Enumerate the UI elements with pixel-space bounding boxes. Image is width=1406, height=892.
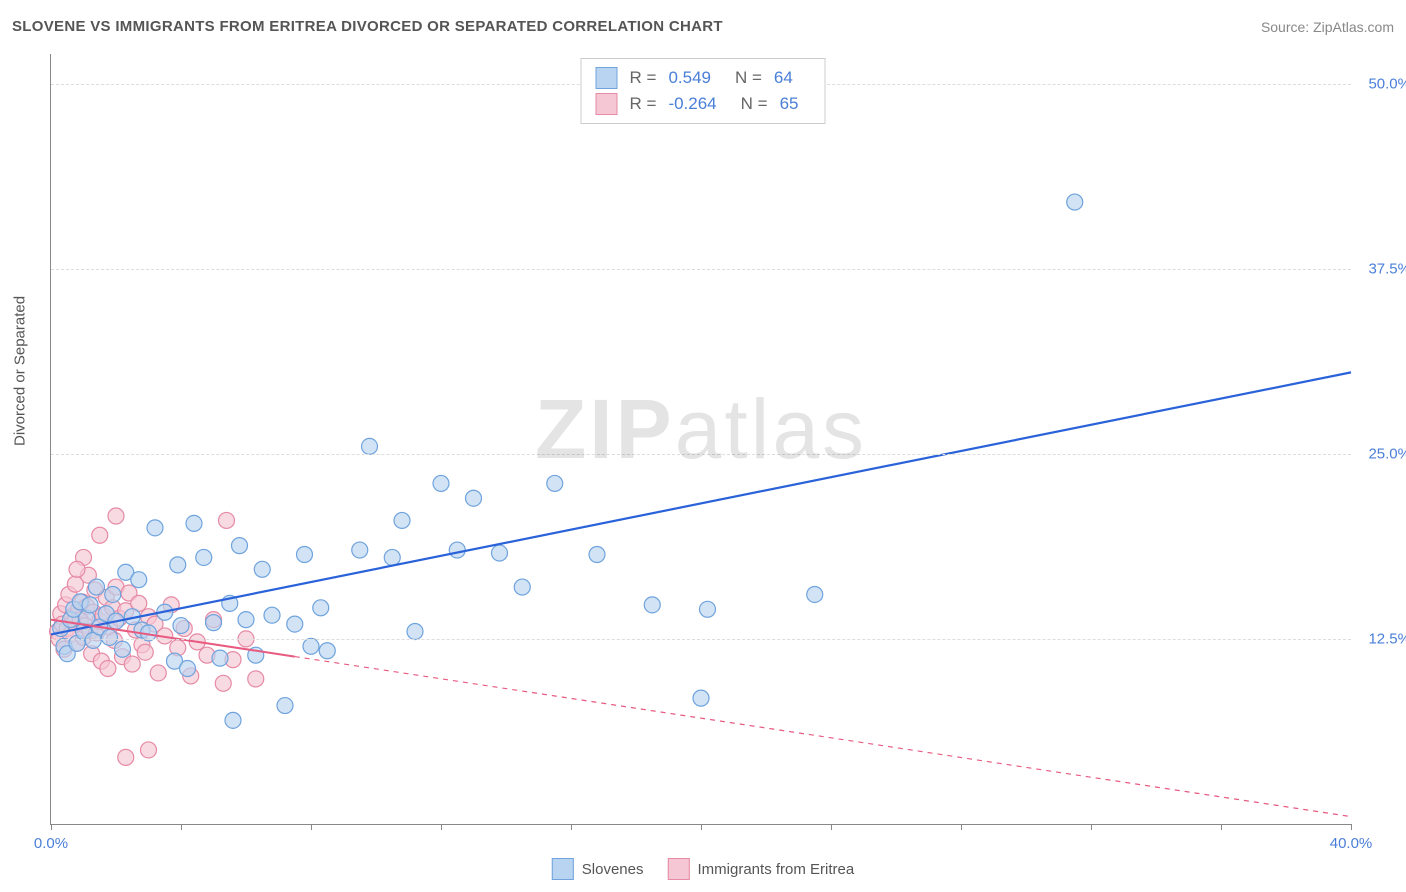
x-tick-label: 40.0% — [1330, 835, 1373, 852]
x-tick — [311, 824, 312, 830]
gridline — [51, 639, 1351, 640]
x-tick — [1091, 824, 1092, 830]
n-value-eritrea: 65 — [780, 94, 799, 114]
gridline — [51, 269, 1351, 270]
x-tick — [961, 824, 962, 830]
r-label: R = — [630, 68, 657, 88]
chart-header: SLOVENE VS IMMIGRANTS FROM ERITREA DIVOR… — [12, 18, 1394, 35]
source-attribution: Source: ZipAtlas.com — [1261, 19, 1394, 35]
n-value-slovenes: 64 — [774, 68, 793, 88]
r-label: R = — [630, 94, 657, 114]
y-tick-label: 25.0% — [1368, 445, 1406, 462]
swatch-eritrea-icon — [668, 858, 690, 880]
swatch-eritrea — [596, 93, 618, 115]
r-value-eritrea: -0.264 — [668, 94, 716, 114]
chart-svg — [51, 54, 1351, 824]
legend-label-slovenes: Slovenes — [582, 861, 644, 878]
series-legend: Slovenes Immigrants from Eritrea — [552, 858, 854, 880]
legend-item-slovenes: Slovenes — [552, 858, 644, 880]
stats-legend: R = 0.549 N = 64 R = -0.264 N = 65 — [581, 58, 826, 124]
x-tick-label: 0.0% — [34, 835, 68, 852]
n-label: N = — [741, 94, 768, 114]
legend-label-eritrea: Immigrants from Eritrea — [698, 861, 855, 878]
y-tick-label: 37.5% — [1368, 260, 1406, 277]
gridline — [51, 454, 1351, 455]
legend-item-eritrea: Immigrants from Eritrea — [668, 858, 855, 880]
chart-title: SLOVENE VS IMMIGRANTS FROM ERITREA DIVOR… — [12, 18, 723, 35]
y-tick-label: 50.0% — [1368, 75, 1406, 92]
x-tick — [51, 824, 52, 830]
x-tick — [441, 824, 442, 830]
x-tick — [181, 824, 182, 830]
y-axis-label: Divorced or Separated — [12, 296, 29, 446]
n-label: N = — [735, 68, 762, 88]
x-tick — [831, 824, 832, 830]
swatch-slovenes-icon — [552, 858, 574, 880]
stats-row-slovenes: R = 0.549 N = 64 — [596, 65, 811, 91]
x-tick — [701, 824, 702, 830]
scatter-plot-area: ZIPatlas 12.5%25.0%37.5%50.0%0.0%40.0% — [50, 54, 1351, 825]
x-tick — [1221, 824, 1222, 830]
swatch-slovenes — [596, 67, 618, 89]
y-tick-label: 12.5% — [1368, 630, 1406, 647]
x-tick — [1351, 824, 1352, 830]
r-value-slovenes: 0.549 — [668, 68, 711, 88]
x-tick — [571, 824, 572, 830]
stats-row-eritrea: R = -0.264 N = 65 — [596, 91, 811, 117]
